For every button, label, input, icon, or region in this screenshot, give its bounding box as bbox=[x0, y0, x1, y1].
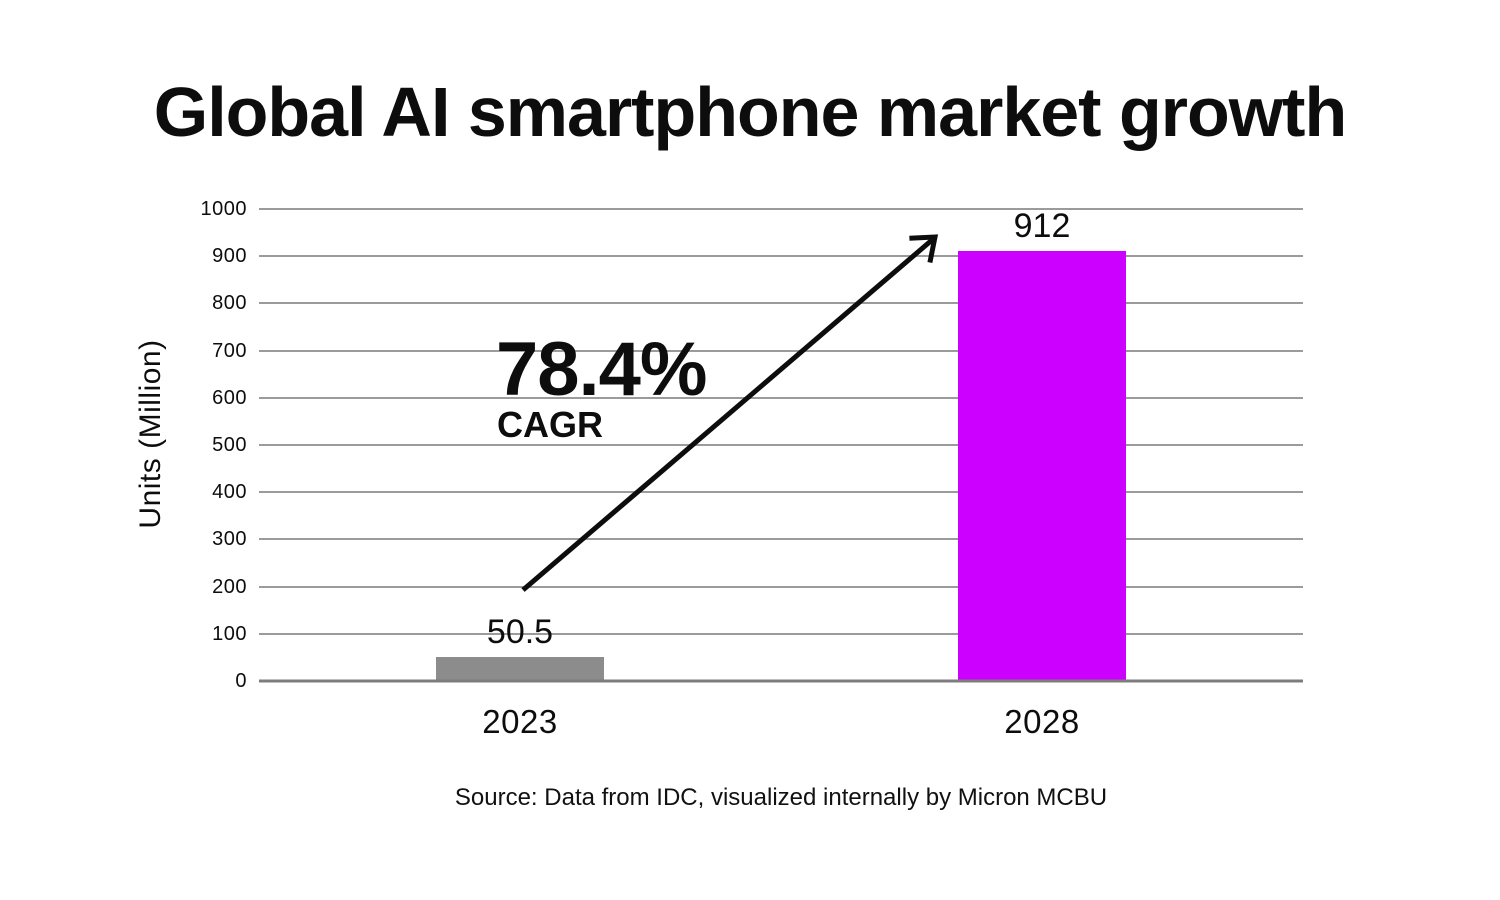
gridline-y-100 bbox=[259, 632, 1303, 635]
x-category-label-2023: 2023 bbox=[482, 703, 558, 740]
y-tick-label-200: 200 bbox=[212, 575, 247, 598]
gridline-y-200 bbox=[259, 585, 1303, 588]
gridline-y-700 bbox=[259, 349, 1303, 352]
y-tick-label-700: 700 bbox=[212, 339, 247, 362]
plot-area: 50.5 912 bbox=[259, 206, 1303, 683]
value-label-2023: 50.5 bbox=[486, 613, 554, 652]
chart-title: Global AI smartphone market growth bbox=[153, 73, 1347, 151]
gridline-y-800 bbox=[259, 302, 1303, 305]
x-axis-category-labels: 2023 2028 bbox=[259, 681, 1303, 751]
bar-2028 bbox=[958, 250, 1126, 681]
gridline-y-1000 bbox=[259, 208, 1303, 210]
value-label-2028: 912 bbox=[1013, 206, 1071, 245]
gridline-y-900 bbox=[259, 255, 1303, 258]
gridline-y-400 bbox=[259, 491, 1303, 494]
y-axis-tick-labels: 0 100 200 300 400 500 600 700 800 900 1000 bbox=[0, 198, 247, 692]
y-tick-label-500: 500 bbox=[212, 434, 247, 456]
cagr-value-label: 78.4% bbox=[496, 327, 707, 412]
y-tick-label-0: 0 bbox=[235, 670, 247, 692]
y-tick-label-800: 800 bbox=[212, 292, 247, 315]
y-tick-label-1000: 1000 bbox=[200, 198, 247, 220]
gridline-y-500 bbox=[259, 444, 1303, 446]
y-tick-label-900: 900 bbox=[212, 245, 247, 268]
y-tick-label-300: 300 bbox=[212, 528, 247, 551]
y-tick-label-100: 100 bbox=[212, 622, 247, 645]
source-attribution: Source: Data from IDC, visualized intern… bbox=[454, 784, 1108, 811]
gridline-y-0 bbox=[259, 679, 1303, 683]
bar-2023 bbox=[436, 657, 604, 681]
y-tick-label-400: 400 bbox=[212, 481, 247, 504]
cagr-caption-label: CAGR bbox=[497, 404, 603, 445]
x-category-label-2028: 2028 bbox=[1004, 703, 1080, 740]
gridline-y-300 bbox=[259, 538, 1303, 541]
gridline-y-600 bbox=[259, 396, 1303, 399]
y-tick-label-600: 600 bbox=[212, 386, 247, 409]
